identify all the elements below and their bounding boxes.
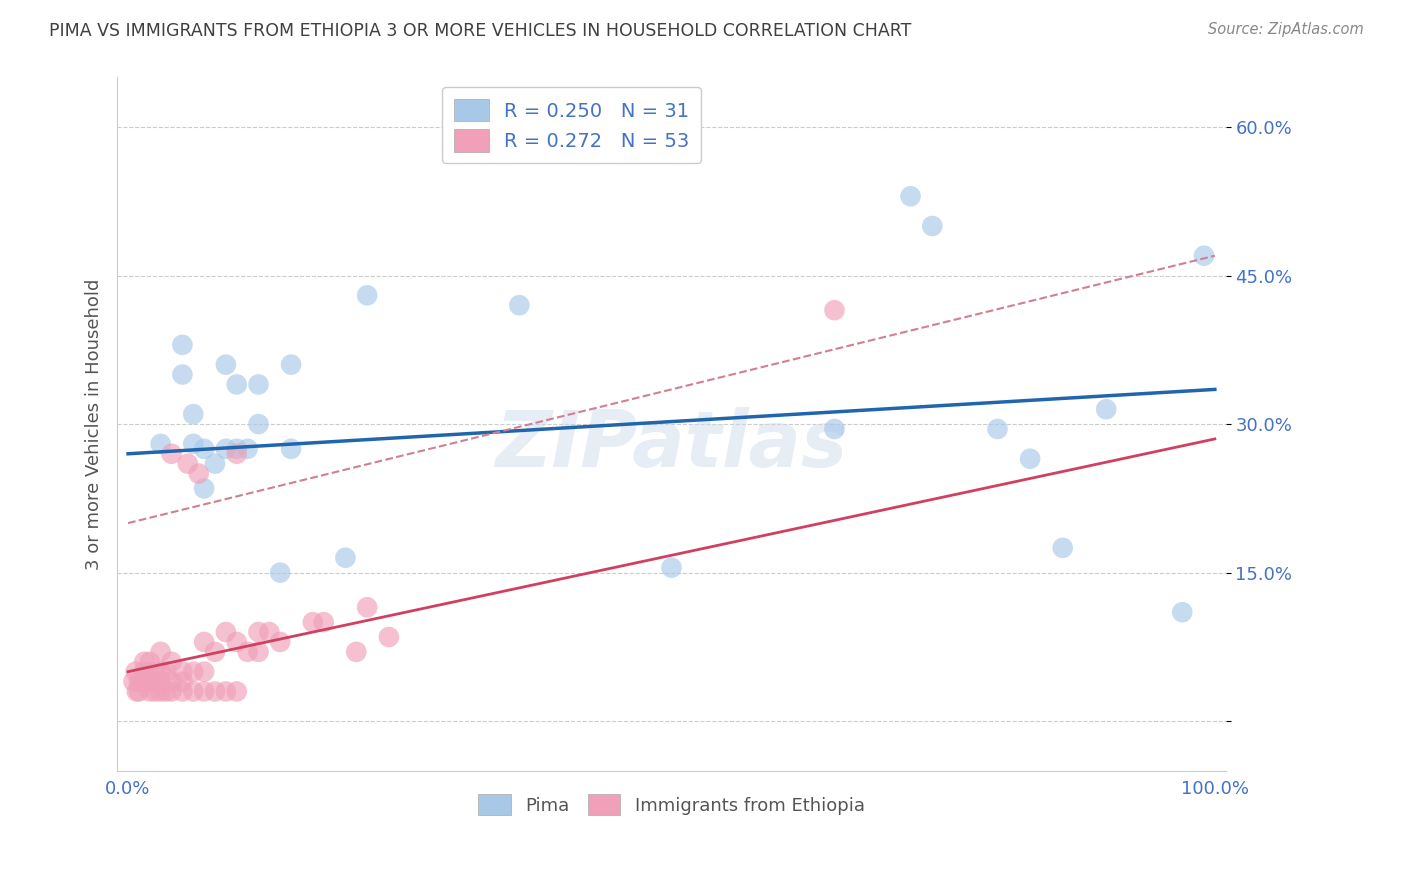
Point	[149, 437, 172, 451]
Point	[193, 635, 215, 649]
Point	[160, 447, 183, 461]
Point	[225, 684, 247, 698]
Point	[215, 442, 238, 456]
Point	[378, 630, 401, 644]
Point	[344, 645, 367, 659]
Point	[128, 684, 150, 698]
Point	[225, 377, 247, 392]
Point	[172, 674, 194, 689]
Point	[269, 566, 291, 580]
Point	[259, 625, 281, 640]
Point	[125, 684, 148, 698]
Point	[225, 442, 247, 456]
Point	[1052, 541, 1074, 555]
Point	[172, 338, 194, 352]
Point	[181, 684, 204, 698]
Point	[280, 442, 302, 456]
Point	[172, 368, 194, 382]
Point	[177, 457, 200, 471]
Point	[824, 422, 846, 436]
Point	[280, 358, 302, 372]
Point	[187, 467, 209, 481]
Point	[143, 684, 166, 698]
Point	[149, 684, 172, 698]
Point	[204, 684, 226, 698]
Point	[143, 674, 166, 689]
Point	[269, 635, 291, 649]
Point	[134, 665, 156, 679]
Point	[215, 358, 238, 372]
Point	[247, 377, 270, 392]
Point	[215, 684, 238, 698]
Text: Source: ZipAtlas.com: Source: ZipAtlas.com	[1208, 22, 1364, 37]
Point	[661, 560, 683, 574]
Point	[986, 422, 1008, 436]
Point	[122, 674, 145, 689]
Point	[236, 645, 259, 659]
Point	[335, 550, 357, 565]
Point	[204, 457, 226, 471]
Point	[128, 674, 150, 689]
Point	[124, 665, 146, 679]
Point	[204, 645, 226, 659]
Point	[247, 625, 270, 640]
Point	[921, 219, 943, 233]
Point	[134, 674, 156, 689]
Point	[225, 447, 247, 461]
Point	[193, 684, 215, 698]
Point	[356, 600, 378, 615]
Point	[181, 665, 204, 679]
Text: PIMA VS IMMIGRANTS FROM ETHIOPIA 3 OR MORE VEHICLES IN HOUSEHOLD CORRELATION CHA: PIMA VS IMMIGRANTS FROM ETHIOPIA 3 OR MO…	[49, 22, 911, 40]
Point	[155, 684, 177, 698]
Text: ZIPatlas: ZIPatlas	[495, 407, 848, 483]
Point	[824, 303, 846, 318]
Point	[247, 417, 270, 431]
Point	[172, 665, 194, 679]
Point	[193, 482, 215, 496]
Point	[301, 615, 323, 629]
Point	[356, 288, 378, 302]
Point	[139, 674, 162, 689]
Point	[1095, 402, 1118, 417]
Point	[149, 645, 172, 659]
Point	[160, 674, 183, 689]
Point	[160, 655, 183, 669]
Point	[1171, 605, 1194, 619]
Point	[225, 635, 247, 649]
Point	[129, 674, 152, 689]
Point	[900, 189, 922, 203]
Point	[172, 684, 194, 698]
Point	[181, 437, 204, 451]
Point	[149, 674, 172, 689]
Y-axis label: 3 or more Vehicles in Household: 3 or more Vehicles in Household	[86, 278, 103, 570]
Point	[247, 645, 270, 659]
Point	[143, 665, 166, 679]
Point	[1019, 451, 1042, 466]
Point	[215, 625, 238, 640]
Legend: Pima, Immigrants from Ethiopia: Pima, Immigrants from Ethiopia	[470, 785, 873, 824]
Point	[134, 655, 156, 669]
Point	[312, 615, 335, 629]
Point	[508, 298, 530, 312]
Point	[236, 442, 259, 456]
Point	[193, 665, 215, 679]
Point	[181, 407, 204, 421]
Point	[193, 442, 215, 456]
Point	[1192, 249, 1215, 263]
Point	[160, 684, 183, 698]
Point	[139, 684, 162, 698]
Point	[149, 665, 172, 679]
Point	[155, 665, 177, 679]
Point	[139, 655, 162, 669]
